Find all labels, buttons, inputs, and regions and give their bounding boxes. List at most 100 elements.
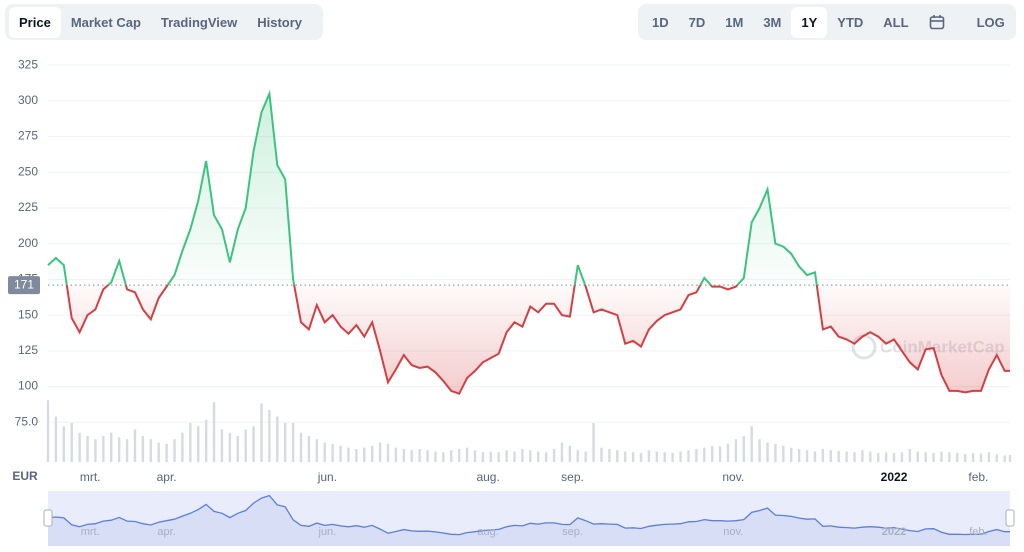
- navigator-tick-label: aug.: [477, 526, 498, 538]
- tab[interactable]: Price: [9, 6, 61, 38]
- volume-bar: [560, 442, 564, 462]
- y-tick-label: 75.0: [15, 414, 39, 428]
- volume-bar: [766, 442, 769, 462]
- navigator-tick-label: jun.: [318, 526, 337, 538]
- volume-bar: [505, 450, 508, 462]
- volume-bar: [489, 451, 492, 462]
- volume-bar: [821, 449, 825, 462]
- y-tick-label: 200: [18, 236, 38, 250]
- volume-bar: [758, 439, 761, 462]
- volume-bar: [450, 450, 453, 462]
- range-group: 1D 7D 1M 3M 1Y YTD ALL LOG: [638, 4, 1016, 40]
- range-button[interactable]: 7D: [688, 14, 706, 30]
- volume-bar: [212, 402, 216, 462]
- calendar-button[interactable]: [919, 6, 955, 39]
- navigator-tick-label: feb.: [969, 526, 987, 538]
- volume-bar: [710, 445, 714, 462]
- navigator-tick-label: mrt.: [81, 526, 100, 538]
- volume-bar: [465, 447, 469, 462]
- range-button[interactable]: 3M: [763, 14, 782, 30]
- volume-bar: [671, 452, 674, 462]
- navigator-handle[interactable]: [43, 509, 53, 527]
- volume-bar: [244, 429, 247, 462]
- volume-bar: [110, 432, 113, 462]
- volume-bar: [363, 447, 366, 462]
- volume-bar: [924, 452, 927, 462]
- volume-bar: [837, 450, 840, 462]
- tab[interactable]: TradingView: [160, 14, 238, 30]
- range-button[interactable]: 1M: [725, 14, 744, 30]
- volume-bar: [204, 419, 208, 462]
- navigator-tick-label: nov.: [723, 526, 743, 538]
- volume-bar: [655, 451, 659, 462]
- navigator-bg: [48, 491, 1010, 546]
- volume-bar: [940, 451, 943, 462]
- volume-bar: [323, 442, 326, 462]
- volume-bar: [576, 450, 579, 462]
- volume-bar: [987, 452, 991, 462]
- volume-bar: [963, 454, 967, 462]
- volume-bar: [861, 450, 864, 462]
- navigator-area: [48, 495, 1010, 546]
- volume-bar: [813, 451, 817, 462]
- volume-bar: [78, 432, 81, 462]
- volume-bar: [521, 449, 524, 462]
- y-tick-label: 100: [18, 379, 38, 393]
- volume-bar: [568, 445, 572, 462]
- x-tick-label: jun.: [317, 470, 337, 484]
- range-button[interactable]: 1D: [652, 14, 669, 30]
- volume-bar: [750, 426, 753, 462]
- volume-bar: [181, 432, 184, 462]
- volume-bar: [473, 450, 477, 462]
- volume-bar: [797, 449, 801, 462]
- volume-bar: [884, 452, 888, 462]
- log-button[interactable]: LOG: [976, 14, 1005, 30]
- volume-bar: [133, 429, 137, 462]
- volume-bar: [457, 449, 461, 462]
- volume-bar: [197, 426, 200, 462]
- volume-bar: [892, 452, 896, 462]
- tab[interactable]: Market Cap: [70, 14, 141, 30]
- x-tick-label: feb.: [968, 470, 988, 484]
- volume-bar: [932, 452, 935, 462]
- volume-bar: [307, 436, 311, 462]
- volume-bar: [703, 447, 706, 462]
- tab-group: Price Market Cap TradingView History: [5, 4, 323, 40]
- volume-bar: [284, 423, 287, 462]
- baseline-label: 171: [14, 277, 34, 291]
- volume-bar: [157, 442, 160, 462]
- volume-bar: [718, 446, 722, 462]
- x-tick-label: mrt.: [80, 470, 101, 484]
- volume-bar: [355, 449, 358, 462]
- volume-bar: [908, 449, 912, 462]
- volume-bar: [378, 442, 382, 462]
- range-button[interactable]: 1Y: [791, 6, 828, 38]
- range-button[interactable]: YTD: [837, 14, 864, 30]
- y-tick-label: 225: [18, 200, 38, 214]
- baseline-label-bg: [8, 276, 40, 295]
- volume-bar: [70, 423, 73, 462]
- volume-bar: [299, 432, 303, 462]
- volume-bar: [592, 423, 595, 462]
- tab[interactable]: History: [257, 14, 303, 30]
- volume-bar: [497, 452, 500, 462]
- volume-bar: [1003, 455, 1006, 462]
- volume-bar: [734, 439, 738, 462]
- x-tick-label: aug.: [476, 470, 499, 484]
- volume-bar: [869, 451, 872, 462]
- volume-bar: [394, 447, 398, 462]
- price-line-down: [65, 285, 1010, 395]
- volume-bar: [54, 416, 58, 462]
- navigator-handle[interactable]: [1005, 509, 1015, 527]
- volume-bar: [117, 437, 121, 462]
- volume-bar: [442, 452, 445, 462]
- y-tick-label: 250: [18, 164, 38, 178]
- y-tick-label: 275: [18, 129, 38, 143]
- volume-bar: [631, 452, 635, 462]
- range-button[interactable]: ALL: [883, 14, 909, 30]
- volume-bar: [877, 452, 880, 462]
- volume-bar: [663, 452, 666, 462]
- volume-bar: [331, 443, 334, 462]
- volume-bar: [268, 410, 271, 462]
